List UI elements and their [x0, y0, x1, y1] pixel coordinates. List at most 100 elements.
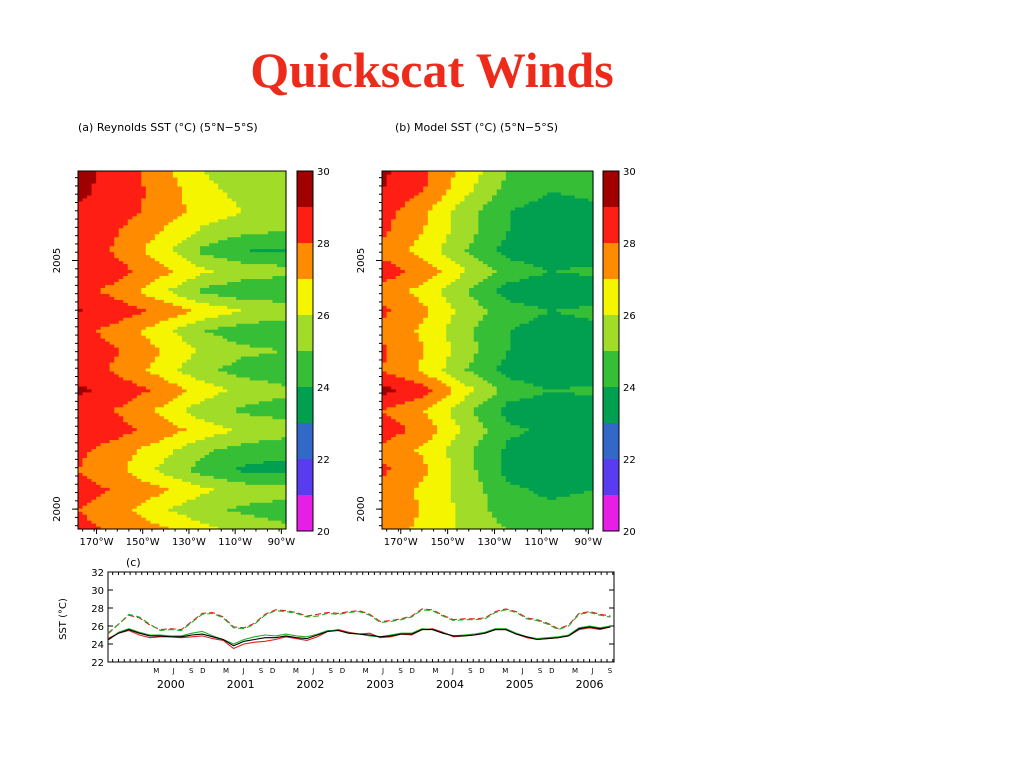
- heatmap-cell: [191, 344, 197, 348]
- heatmap-cell: [209, 409, 215, 414]
- heatmap-cell: [245, 391, 251, 396]
- heatmap-cell: [186, 332, 192, 336]
- heatmap-cell: [127, 352, 133, 357]
- heatmap-cell: [276, 305, 283, 309]
- heatmap-cell: [249, 290, 255, 294]
- heatmap-cell: [154, 502, 160, 506]
- heatmap-cell: [240, 269, 246, 274]
- heatmap-cell: [123, 382, 129, 387]
- heatmap-cell: [249, 376, 255, 381]
- heatmap-cell: [145, 442, 151, 447]
- heatmap-cell: [218, 281, 224, 285]
- heatmap-cell: [222, 367, 228, 372]
- heatmap-cell: [272, 478, 278, 482]
- heatmap-cell: [150, 358, 156, 363]
- heatmap-cell: [191, 445, 197, 450]
- heatmap-cell: [145, 436, 151, 441]
- heatmap-cell: [281, 305, 287, 309]
- heatmap-cell: [272, 260, 278, 265]
- heatmap-cell: [127, 385, 133, 390]
- heatmap-cell: [276, 358, 283, 363]
- heatmap-cell: [227, 338, 233, 342]
- heatmap-cell: [191, 364, 197, 369]
- heatmap-cell: [195, 239, 201, 244]
- heatmap-cell: [163, 394, 170, 399]
- heatmap-cell: [272, 391, 278, 396]
- heatmap-cell: [227, 281, 233, 285]
- heatmap-cell: [258, 230, 264, 235]
- heatmap-cell: [200, 278, 206, 282]
- heatmap-cell: [218, 436, 224, 441]
- heatmap-cell: [249, 344, 255, 348]
- heatmap-cell: [168, 218, 174, 223]
- heatmap-cell: [96, 403, 102, 408]
- heatmap-cell: [100, 344, 106, 348]
- heatmap-cell: [227, 520, 233, 524]
- heatmap-cell: [91, 421, 97, 426]
- heatmap-cell: [105, 212, 111, 217]
- heatmap-cell: [254, 355, 260, 360]
- heatmap-cell: [82, 278, 88, 282]
- heatmap-cell: [87, 424, 93, 429]
- heatmap-cell: [150, 457, 156, 461]
- heatmap-cell: [204, 311, 210, 315]
- heatmap-cell: [78, 293, 84, 297]
- heatmap-cell: [195, 373, 201, 378]
- heatmap-cell: [168, 496, 174, 500]
- heatmap-cell: [231, 391, 237, 396]
- heatmap-cell: [204, 487, 210, 491]
- heatmap-cell: [245, 400, 251, 405]
- heatmap-cell: [177, 326, 183, 330]
- heatmap-cell: [263, 209, 269, 214]
- heatmap-cell: [272, 358, 278, 363]
- heatmap-cell: [109, 284, 115, 288]
- heatmap-cell: [123, 370, 129, 375]
- heatmap-cell: [132, 511, 138, 515]
- heatmap-cell: [227, 314, 233, 318]
- heatmap-cell: [236, 323, 242, 327]
- heatmap-cell: [159, 230, 165, 235]
- heatmap-cell: [209, 397, 215, 402]
- heatmap-cell: [240, 502, 246, 506]
- heatmap-cell: [136, 406, 142, 411]
- heatmap-cell: [195, 418, 201, 423]
- heatmap-cell: [236, 436, 242, 441]
- heatmap-cell: [258, 290, 264, 294]
- heatmap-cell: [136, 221, 142, 226]
- heatmap-cell: [163, 430, 170, 435]
- heatmap-cell: [132, 460, 138, 464]
- heatmap-cell: [105, 403, 111, 408]
- heatmap-cell: [258, 526, 264, 530]
- heatmap-cell: [191, 514, 197, 518]
- heatmap-cell: [245, 281, 251, 285]
- heatmap-cell: [182, 287, 188, 291]
- heatmap-cell: [145, 206, 151, 211]
- heatmap-cell: [163, 293, 170, 297]
- heatmap-cell: [213, 463, 219, 467]
- heatmap-cell: [172, 272, 179, 277]
- heatmap-cell: [272, 224, 278, 229]
- heatmap-cell: [231, 457, 237, 461]
- heatmap-cell: [127, 355, 133, 360]
- heatmap-cell: [109, 454, 115, 458]
- heatmap-cell: [200, 463, 206, 467]
- heatmap-cell: [254, 370, 260, 375]
- heatmap-cell: [109, 457, 115, 461]
- heatmap-cell: [150, 475, 156, 479]
- heatmap-cell: [213, 293, 219, 297]
- heatmap-cell: [182, 511, 188, 515]
- heatmap-cell: [231, 242, 237, 247]
- heatmap-cell: [281, 287, 287, 291]
- heatmap-cell: [195, 329, 201, 333]
- heatmap-cell: [96, 311, 102, 315]
- heatmap-cell: [276, 406, 283, 411]
- heatmap-cell: [195, 517, 201, 521]
- heatmap-cell: [150, 290, 156, 294]
- heatmap-cell: [231, 239, 237, 244]
- heatmap-cell: [163, 406, 170, 411]
- heatmap-cell: [209, 236, 215, 241]
- heatmap-cell: [154, 523, 160, 527]
- heatmap-cell: [258, 206, 264, 211]
- heatmap-cell: [227, 484, 233, 488]
- heatmap-cell: [272, 233, 278, 238]
